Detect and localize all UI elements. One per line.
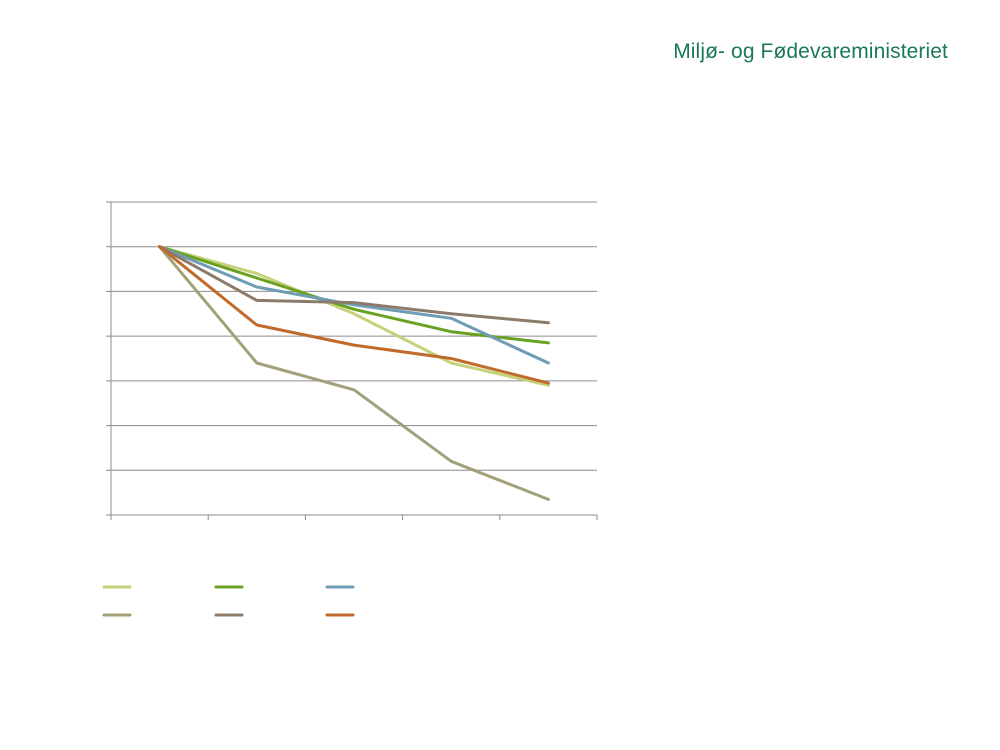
series-line-6 — [158, 245, 550, 385]
series-lines — [158, 245, 550, 501]
axes — [106, 201, 598, 520]
series-line-1 — [158, 245, 550, 387]
series-line-2 — [158, 245, 550, 345]
legend — [102, 585, 355, 617]
series-line-4 — [158, 245, 550, 501]
gridlines — [111, 201, 597, 471]
series-line-3 — [158, 245, 550, 365]
brand-title: Miljø- og Fødevareministeriet — [673, 40, 948, 63]
series-line-5 — [158, 245, 550, 325]
